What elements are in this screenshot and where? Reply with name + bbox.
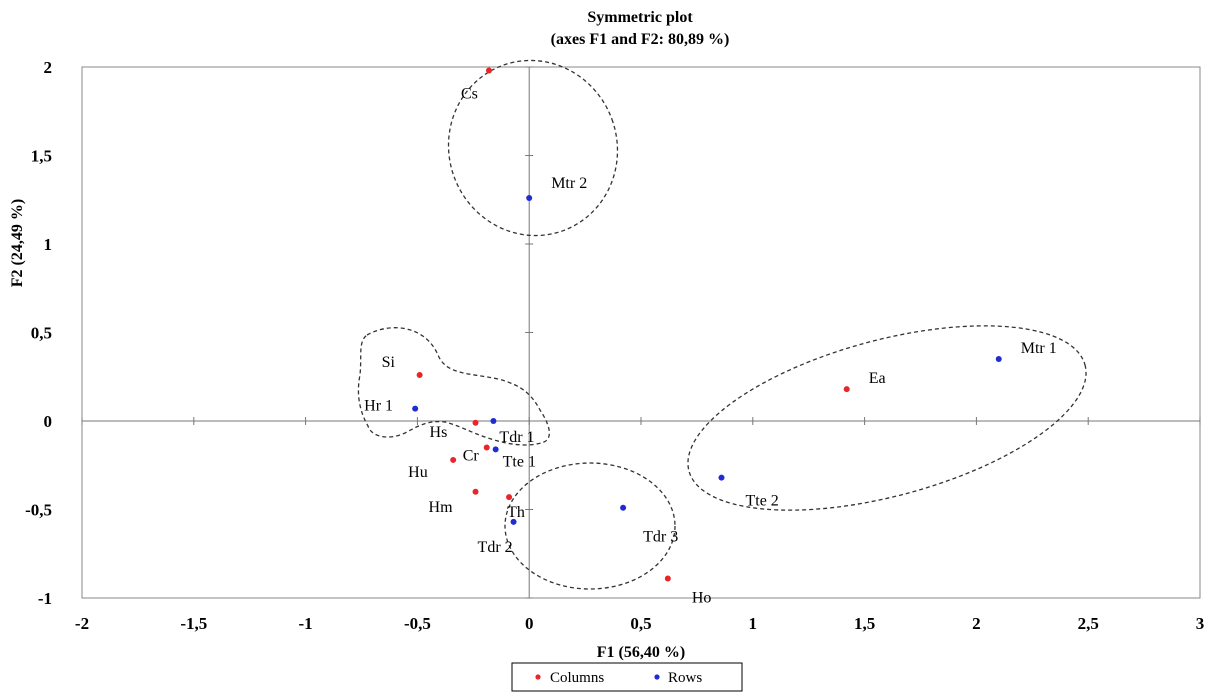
- point-cr: [483, 444, 490, 451]
- y-tick-label: 1: [44, 235, 53, 254]
- y-tick-label: 0,5: [31, 324, 52, 343]
- x-tick-label: 1,5: [854, 614, 875, 633]
- point-tte-2: [718, 474, 725, 481]
- point-label-hr-1: Hr 1: [364, 398, 393, 415]
- point-tdr-2: [510, 518, 517, 525]
- point-label-mtr-1: Mtr 1: [1021, 340, 1057, 357]
- point-mtr-1: [995, 356, 1002, 363]
- x-tick-label: 2: [972, 614, 981, 633]
- points-layer: Cs Si Ea Hs Cr Hu Hm Th Ho Mtr 2 Mtr 1 Hr 1 Tdr 1 Tte…: [364, 67, 1057, 607]
- legend: Columns Rows: [511, 662, 743, 692]
- x-tick-label: -2: [75, 614, 89, 633]
- cluster-outline-tdr2-tdr3-ho: [504, 462, 676, 590]
- point-tdr-3: [620, 504, 627, 511]
- point-label-si: Si: [382, 354, 396, 371]
- point-label-tdr-1: Tdr 1: [499, 429, 534, 446]
- plot-frame: [81, 66, 1201, 599]
- y-axis-label: F2 (24,49 %): [9, 199, 26, 287]
- point-label-tdr-3: Tdr 3: [643, 529, 678, 546]
- point-hs: [472, 419, 479, 426]
- y-tick-label: 2: [44, 58, 53, 77]
- point-label-hm: Hm: [429, 499, 454, 516]
- point-tdr-1: [490, 418, 497, 424]
- x-tick-label: 3: [1196, 614, 1205, 633]
- x-axis-label: F1 (56,40 %): [597, 644, 685, 661]
- point-label-ea: Ea: [869, 370, 886, 387]
- point-cs: [485, 67, 492, 74]
- x-tick-label: 0: [525, 614, 534, 633]
- point-ea: [843, 386, 850, 393]
- legend-label-columns: Columns: [550, 670, 604, 686]
- cluster-outlines: [357, 59, 1087, 590]
- point-label-tte-1: Tte 1: [503, 453, 536, 470]
- cluster-outline-si-hr1-hs: [357, 327, 550, 446]
- y-tick-label: -0,5: [25, 501, 52, 520]
- x-tick-label: 1: [749, 614, 758, 633]
- point-hm: [472, 488, 479, 495]
- point-label-cr: Cr: [463, 448, 480, 465]
- point-label-hs: Hs: [430, 424, 448, 441]
- y-tick-label: -1: [38, 589, 52, 608]
- point-label-tdr-2: Tdr 2: [478, 539, 513, 556]
- legend-box: [511, 662, 743, 692]
- chart-subtitle: (axes F1 and F2: 80,89 %): [551, 31, 730, 48]
- legend-marker-columns: [535, 674, 541, 680]
- axes-layer: -2 -1,5 -1 -0,5 0 0,5 1 1,5 2 2,5 3 -1 -0,5 0 0,5 1 1,5 2: [25, 58, 1204, 633]
- point-hu: [450, 456, 457, 463]
- y-tick-label: 0: [44, 412, 53, 431]
- y-tick-label: 1,5: [31, 147, 52, 166]
- point-label-cs: Cs: [461, 86, 478, 103]
- chart-title: Symmetric plot: [587, 9, 693, 26]
- point-mtr-2: [526, 194, 533, 201]
- point-label-mtr-2: Mtr 2: [551, 175, 587, 192]
- cluster-outline-ea-mtr1-tte2: [687, 325, 1087, 511]
- point-label-hu: Hu: [408, 464, 428, 481]
- x-tick-label: -1,5: [180, 614, 207, 633]
- x-tick-label: 2,5: [1078, 614, 1099, 633]
- legend-label-rows: Rows: [668, 670, 702, 686]
- point-th: [506, 494, 513, 501]
- legend-marker-rows: [654, 674, 660, 680]
- point-ho: [664, 575, 671, 582]
- point-hr-1: [412, 405, 419, 412]
- point-tte-1: [492, 446, 499, 453]
- cluster-outline-cs-mtr2: [447, 59, 619, 237]
- x-tick-label: -0,5: [404, 614, 431, 633]
- point-label-tte-2: Tte 2: [745, 493, 778, 510]
- point-label-ho: Ho: [692, 590, 712, 607]
- x-tick-label: -1: [299, 614, 313, 633]
- point-label-th: Th: [507, 504, 525, 521]
- point-si: [416, 371, 423, 378]
- x-tick-label: 0,5: [630, 614, 651, 633]
